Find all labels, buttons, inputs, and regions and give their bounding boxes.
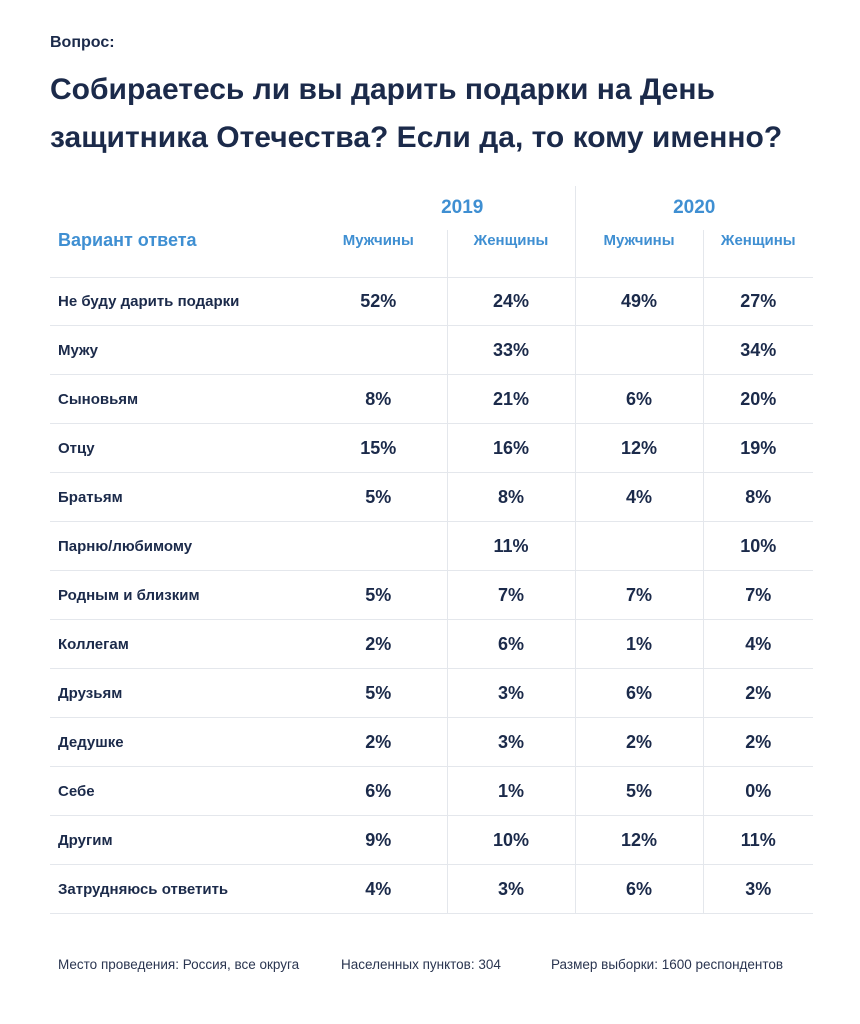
survey-table-container: 2019 2020 Вариант ответа Мужчины Женщины… <box>50 186 813 914</box>
value-cell-2020-men: 6% <box>574 864 703 914</box>
question-label: Вопрос: <box>50 34 115 51</box>
page-title: Собираетесь ли вы дарить подарки на День… <box>50 73 783 154</box>
value-cell-2019-men: 5% <box>310 472 447 522</box>
value-cell-2020-men: 6% <box>574 668 703 718</box>
value-cell-2019-women: 33% <box>446 325 575 375</box>
table-row: Родным и близким 5% 7% 7% 7% <box>50 570 813 620</box>
row-label: Коллегам <box>50 619 310 669</box>
value-cell-2020-women: 7% <box>702 570 813 620</box>
value-cell-2019-men: 5% <box>310 668 447 718</box>
table-row: Отцу 15% 16% 12% 19% <box>50 423 813 473</box>
value-cell-2020-men: 12% <box>574 423 703 473</box>
value-cell-2020-women: 34% <box>702 325 813 375</box>
value-cell-2019-women: 7% <box>446 570 575 620</box>
footer-location: Место проведения: Россия, все округа <box>58 957 300 972</box>
value-cell-2019-women: 3% <box>446 864 575 914</box>
row-label: Дедушке <box>50 717 310 767</box>
value-cell-2019-men: 6% <box>310 766 447 816</box>
value-cell-2020-women: 19% <box>702 423 813 473</box>
year-header-2019: 2019 <box>441 197 484 218</box>
table-row: Коллегам 2% 6% 1% 4% <box>50 619 813 669</box>
row-label: Себе <box>50 766 310 816</box>
answer-option-header: Вариант ответа <box>50 230 310 278</box>
table-row: Братьям 5% 8% 4% 8% <box>50 472 813 522</box>
value-cell-2019-women: 24% <box>446 277 575 326</box>
value-cell-2019-men <box>310 521 447 571</box>
table-body: Не буду дарить подарки 52% 24% 49% 27% Мужу 33… <box>50 277 813 914</box>
value-cell-2020-men: 4% <box>574 472 703 522</box>
value-cell-2019-men: 15% <box>310 423 447 473</box>
row-label: Парню/любимому <box>50 521 310 571</box>
value-cell-2019-women: 1% <box>446 766 575 816</box>
value-cell-2020-men: 1% <box>574 619 703 669</box>
row-label: Отцу <box>50 423 310 473</box>
value-cell-2020-men: 7% <box>574 570 703 620</box>
table-row: Парню/любимому 11% 10% <box>50 521 813 571</box>
row-label: Братьям <box>50 472 310 522</box>
row-label: Затрудняюсь ответить <box>50 864 310 914</box>
footer-settlements: Населенных пунктов: 304 <box>341 957 501 972</box>
value-cell-2020-women: 0% <box>702 766 813 816</box>
value-cell-2020-women: 4% <box>702 619 813 669</box>
column-header-2019-men: Мужчины <box>310 230 447 278</box>
value-cell-2020-women: 20% <box>702 374 813 424</box>
year-header-row: 2019 2020 <box>50 186 813 230</box>
value-cell-2020-women: 8% <box>702 472 813 522</box>
value-cell-2019-women: 3% <box>446 668 575 718</box>
table-row: Дедушке 2% 3% 2% 2% <box>50 717 813 767</box>
column-header-2019-women: Женщины <box>446 230 575 278</box>
row-label: Другим <box>50 815 310 865</box>
year-header-2020: 2020 <box>574 186 813 230</box>
row-label: Родным и близким <box>50 570 310 620</box>
value-cell-2019-women: 21% <box>446 374 575 424</box>
table-row: Другим 9% 10% 12% 11% <box>50 815 813 865</box>
value-cell-2020-men <box>574 521 703 571</box>
value-cell-2019-men: 2% <box>310 717 447 767</box>
value-cell-2019-men: 52% <box>310 277 447 326</box>
row-label: Не буду дарить подарки <box>50 277 310 326</box>
footer-sample-size: Размер выборки: 1600 респондентов <box>551 957 784 972</box>
year-header-spacer <box>50 186 310 230</box>
value-cell-2020-men: 49% <box>574 277 703 326</box>
table-row: Сыновьям 8% 21% 6% 20% <box>50 374 813 424</box>
column-header-2020-men: Мужчины <box>574 230 703 278</box>
value-cell-2020-men: 2% <box>574 717 703 767</box>
value-cell-2019-women: 16% <box>446 423 575 473</box>
value-cell-2019-women: 11% <box>446 521 575 571</box>
table-row: Затрудняюсь ответить 4% 3% 6% 3% <box>50 864 813 914</box>
value-cell-2019-men: 2% <box>310 619 447 669</box>
survey-table: 2019 2020 Вариант ответа Мужчины Женщины… <box>50 186 813 914</box>
value-cell-2020-women: 2% <box>702 668 813 718</box>
row-label: Друзьям <box>50 668 310 718</box>
value-cell-2019-men <box>310 325 447 375</box>
row-label: Сыновьям <box>50 374 310 424</box>
value-cell-2019-men: 9% <box>310 815 447 865</box>
value-cell-2020-women: 3% <box>702 864 813 914</box>
row-label: Мужу <box>50 325 310 375</box>
value-cell-2020-women: 2% <box>702 717 813 767</box>
table-row: Мужу 33% 34% <box>50 325 813 375</box>
value-cell-2020-men <box>574 325 703 375</box>
gender-header-row: Вариант ответа Мужчины Женщины Мужчины Ж… <box>50 230 813 278</box>
value-cell-2020-women: 27% <box>702 277 813 326</box>
table-row: Себе 6% 1% 5% 0% <box>50 766 813 816</box>
value-cell-2020-men: 6% <box>574 374 703 424</box>
value-cell-2019-men: 4% <box>310 864 447 914</box>
table-row: Друзьям 5% 3% 6% 2% <box>50 668 813 718</box>
value-cell-2019-men: 8% <box>310 374 447 424</box>
value-cell-2019-men: 5% <box>310 570 447 620</box>
value-cell-2020-women: 11% <box>702 815 813 865</box>
table-row: Не буду дарить подарки 52% 24% 49% 27% <box>50 277 813 326</box>
value-cell-2020-men: 12% <box>574 815 703 865</box>
column-header-2020-women: Женщины <box>702 230 813 278</box>
value-cell-2019-women: 8% <box>446 472 575 522</box>
value-cell-2019-women: 6% <box>446 619 575 669</box>
value-cell-2019-women: 3% <box>446 717 575 767</box>
value-cell-2020-men: 5% <box>574 766 703 816</box>
value-cell-2019-women: 10% <box>446 815 575 865</box>
value-cell-2020-women: 10% <box>702 521 813 571</box>
